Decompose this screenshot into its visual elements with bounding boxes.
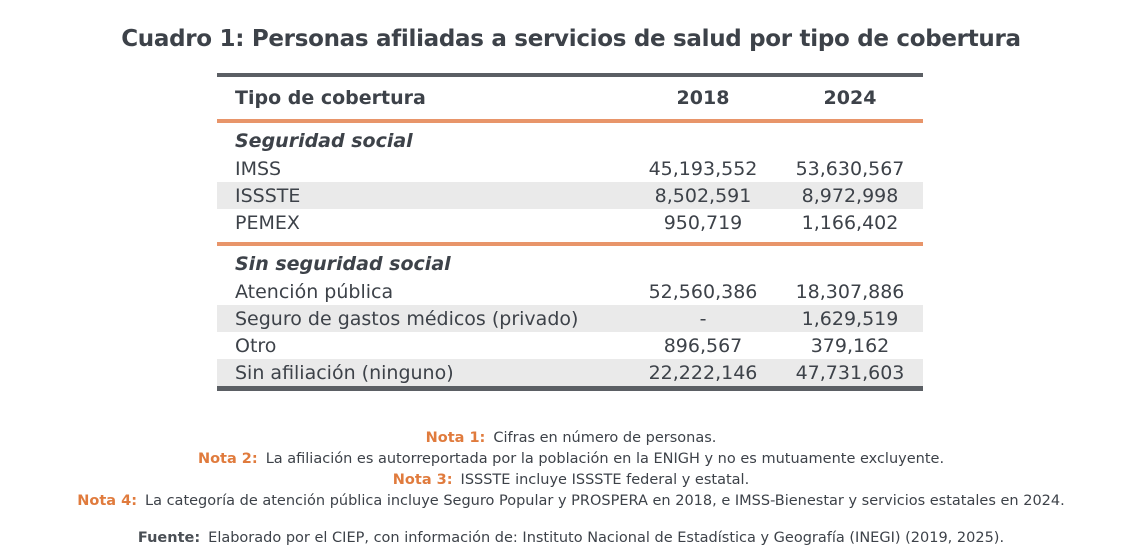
value-2024: 1,166,402 (801, 211, 899, 234)
coverage-table: Tipo de cobertura 2018 2024 Seguridad so… (217, 73, 923, 391)
source-line: Fuente: Elaborado por el CIEP, con inform… (0, 530, 1142, 546)
value-2018: 950,719 (663, 211, 743, 234)
source-label: Fuente: (137, 530, 201, 546)
header-rule (217, 119, 923, 123)
notes: Nota 1: Cifras en número de personas. Not… (0, 428, 1142, 512)
bottom-rule (217, 386, 923, 391)
value-2018: 896,567 (663, 334, 743, 357)
table-row: IMSS 45,193,552 53,630,567 (217, 155, 923, 182)
section-rule (217, 242, 923, 246)
top-rule (217, 73, 923, 77)
table-row: Otro 896,567 379,162 (217, 332, 923, 359)
row-label: PEMEX (235, 211, 300, 234)
section-label: Seguridad social (235, 130, 413, 152)
value-2018: 52,560,386 (648, 280, 758, 303)
note-label: Nota 4: (77, 493, 138, 509)
note-label: Nota 2: (197, 451, 258, 467)
value-2024: 8,972,998 (801, 184, 899, 207)
header-coverage-type: Tipo de cobertura (235, 87, 426, 109)
row-label: ISSSTE (235, 184, 301, 207)
value-2018: 22,222,146 (648, 361, 758, 384)
note-label: Nota 1: (425, 430, 486, 446)
table-row: Atención pública 52,560,386 18,307,886 (217, 278, 923, 305)
value-2024: 18,307,886 (795, 280, 905, 303)
value-2018: - (699, 307, 707, 330)
note-4: Nota 4: La categoría de atención pública … (0, 491, 1142, 512)
table-header-row: Tipo de cobertura 2018 2024 (217, 77, 923, 119)
note-text: La afiliación es autorreportada por la p… (265, 451, 945, 467)
value-2018: 8,502,591 (654, 184, 752, 207)
note-2: Nota 2: La afiliación es autorreportada p… (0, 449, 1142, 470)
row-label: Otro (235, 334, 277, 357)
table-row: ISSSTE 8,502,591 8,972,998 (217, 182, 923, 209)
row-label: Sin afiliación (ninguno) (235, 361, 454, 384)
value-2024: 47,731,603 (795, 361, 905, 384)
note-text: La categoría de atención pública incluye… (145, 493, 1065, 509)
row-label: Seguro de gastos médicos (privado) (235, 307, 579, 330)
row-label: Atención pública (235, 280, 394, 303)
section-header-seguridad-social: Seguridad social (217, 127, 923, 155)
section-label: Sin seguridad social (235, 253, 451, 275)
header-2024: 2024 (823, 87, 877, 109)
table-row: Sin afiliación (ninguno) 22,222,146 47,7… (217, 359, 923, 386)
note-1: Nota 1: Cifras en número de personas. (0, 428, 1142, 449)
table-row: PEMEX 950,719 1,166,402 (217, 209, 923, 236)
note-text: Cifras en número de personas. (493, 430, 717, 446)
value-2018: 45,193,552 (648, 157, 758, 180)
table-title: Cuadro 1: Personas afiliadas a servicios… (121, 26, 1021, 52)
table-row: Seguro de gastos médicos (privado) - 1,6… (217, 305, 923, 332)
header-2018: 2018 (676, 87, 730, 109)
note-3: Nota 3: ISSSTE incluye ISSSTE federal y e… (0, 470, 1142, 491)
source-text: Elaborado por el CIEP, con información d… (208, 530, 1005, 546)
value-2024: 53,630,567 (795, 157, 905, 180)
section-header-sin-seguridad-social: Sin seguridad social (217, 250, 923, 278)
note-label: Nota 3: (392, 472, 453, 488)
value-2024: 379,162 (810, 334, 890, 357)
row-label: IMSS (235, 157, 282, 180)
note-text: ISSSTE incluye ISSSTE federal y estatal. (460, 472, 750, 488)
value-2024: 1,629,519 (801, 307, 899, 330)
